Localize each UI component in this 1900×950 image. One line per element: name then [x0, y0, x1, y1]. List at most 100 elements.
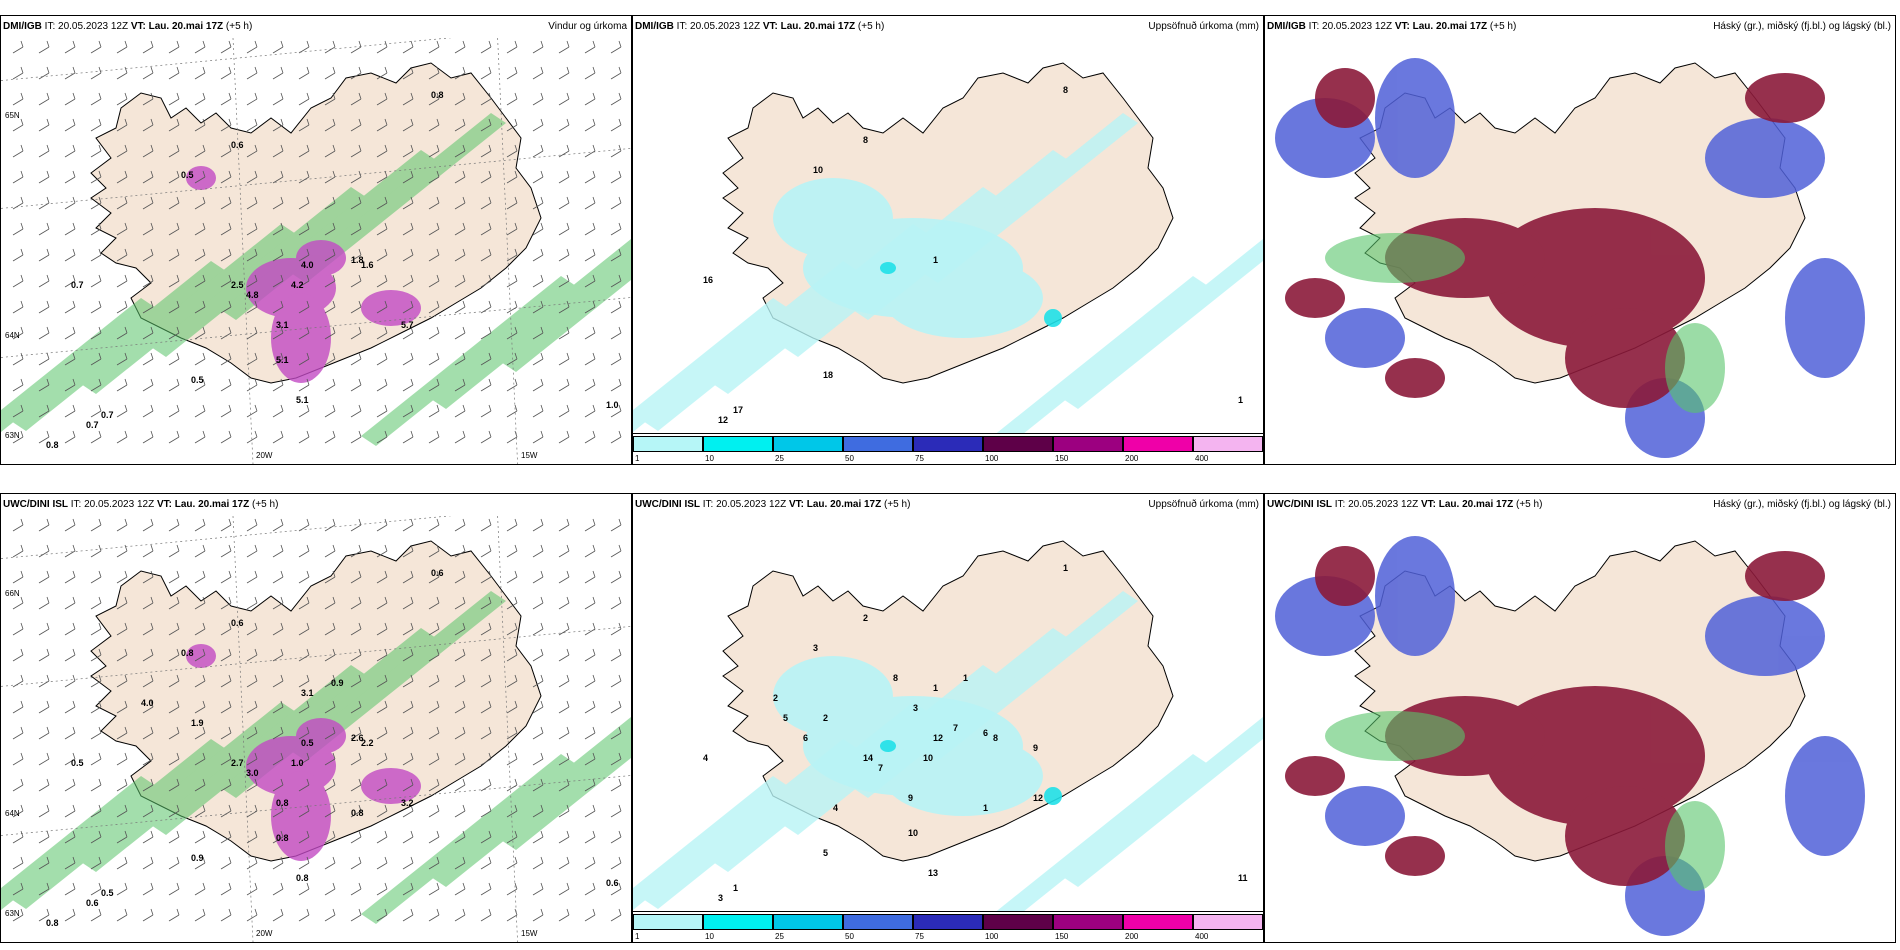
panel-title: Háský (gr.), miðský (fj.bl.) og lágský (… [1713, 499, 1891, 510]
model-name: UWC/DINI ISL [1267, 499, 1332, 510]
value-label: 2.2 [361, 738, 374, 748]
lead-time: (+5 h) [1489, 21, 1517, 32]
value-label: 0.6 [231, 140, 244, 150]
svg-text:63N: 63N [5, 909, 20, 918]
scale-tick: 200 [1125, 454, 1139, 463]
panel-header: UWC/DINI ISL IT: 20.05.2023 12Z VT: Lau.… [633, 494, 1263, 516]
value-label: 0.8 [276, 798, 289, 808]
it-label: IT: [44, 21, 56, 32]
value-label: 0.7 [86, 420, 99, 430]
scale-tick: 10 [705, 454, 714, 463]
svg-text:65N: 65N [5, 111, 20, 120]
color-scale: 1 10 25 50 75 100 150 200 400 [633, 911, 1263, 942]
value-label: 4.2 [291, 280, 304, 290]
value-label: 2 [773, 693, 778, 703]
value-label: 4.0 [141, 698, 154, 708]
vt-label: VT: [130, 21, 146, 32]
value-label: 13 [928, 868, 938, 878]
scale-swatch [1123, 914, 1193, 930]
valid-time: Lau. 20.mai 17Z [148, 21, 224, 32]
value-label: 3 [718, 893, 723, 903]
vt-label: VT: [1420, 499, 1436, 510]
value-label: 5.1 [276, 355, 289, 365]
value-labels: 0.8 0.6 0.5 0.7 0.5 0.7 0.8 0.7 1.0 4.0 4.2 3.1 5.1 5… [46, 90, 619, 450]
value-label: 6 [803, 733, 808, 743]
lead-time: (+5 h) [252, 499, 279, 510]
scale-tick: 25 [775, 932, 784, 941]
precip-cells [1275, 536, 1865, 936]
scale-swatch [983, 914, 1053, 930]
value-label: 1 [963, 673, 968, 683]
scale-tick: 25 [775, 454, 784, 463]
value-label: 0.6 [431, 568, 444, 578]
value-label: 0.8 [46, 440, 59, 450]
scale-tick: 400 [1195, 932, 1209, 941]
it-label: IT: [1334, 499, 1346, 510]
vt-label: VT: [762, 21, 778, 32]
value-label: 1.0 [291, 758, 304, 768]
value-label: 3.1 [276, 320, 289, 330]
precip-cells [773, 178, 1043, 338]
value-label: 12 [718, 415, 728, 425]
init-time: 20.05.2023 12Z [84, 499, 155, 510]
value-label: 7 [953, 723, 958, 733]
value-label: 1.8 [351, 255, 364, 265]
model-name: DMI/IGB [1267, 21, 1306, 32]
value-label: 0.7 [101, 410, 114, 420]
svg-text:20W: 20W [256, 929, 273, 938]
value-label: 11 [1238, 873, 1248, 883]
panel-title: Háský (gr.), miðský (fj.bl.) og lágský (… [1713, 21, 1891, 32]
precip-cells [880, 740, 1062, 805]
scale-swatch [843, 914, 913, 930]
lead-time: (+5 h) [225, 21, 253, 32]
cloud-cover-map [1265, 516, 1895, 942]
value-label: 0.8 [181, 648, 194, 658]
scale-tick: 200 [1125, 932, 1139, 941]
value-label: 14 [863, 753, 873, 763]
it-label: IT: [676, 21, 688, 32]
value-label: 0.8 [431, 90, 444, 100]
value-label: 1 [933, 683, 938, 693]
scale-tick: 1 [635, 932, 640, 941]
value-label: 17 [733, 405, 743, 415]
value-label: 0.5 [181, 170, 194, 180]
vt-label: VT: [1394, 21, 1410, 32]
value-label: 0.8 [46, 918, 59, 928]
accum-precip-map: 8810161812171711 [633, 38, 1263, 464]
wind-precip-map: 0.60.60.80.50.90.60.80.50.60.51.00.80.80… [1, 516, 631, 942]
panel-r1c1: DMI/IGB IT: 20.05.2023 12Z VT: Lau. 20.m… [0, 15, 632, 465]
precip-cells [1275, 58, 1865, 458]
value-label: 5.7 [401, 320, 414, 330]
value-label: 5.1 [296, 395, 309, 405]
model-name: UWC/DINI ISL [635, 499, 700, 510]
value-label: 1.0 [606, 400, 619, 410]
value-label: 0.5 [191, 375, 204, 385]
lead-time: (+5 h) [1516, 499, 1543, 510]
value-label: 3 [913, 703, 918, 713]
valid-time: Lau. 20.mai 17Z [1412, 21, 1488, 32]
scale-swatch [913, 914, 983, 930]
color-scale: 1 10 25 50 75 100 150 200 400 [633, 433, 1263, 464]
precip-cells [773, 656, 1043, 816]
value-label: 7 [878, 763, 883, 773]
init-time: 20.05.2023 12Z [1322, 21, 1393, 32]
vt-label: VT: [788, 499, 804, 510]
value-label: 0.6 [86, 898, 99, 908]
scale-swatch [843, 436, 913, 452]
valid-time: Lau. 20.mai 17Z [174, 499, 250, 510]
value-label: 18 [823, 370, 833, 380]
accum-precip-map: 12345321111210910131214768221113456789 [633, 516, 1263, 942]
graticule [1, 38, 631, 464]
value-label: 1 [983, 803, 988, 813]
valid-time: Lau. 20.mai 17Z [1438, 499, 1514, 510]
panel-title: Vindur og úrkoma [548, 21, 627, 32]
scale-tick: 50 [845, 932, 854, 941]
value-label: 10 [908, 828, 918, 838]
valid-time: Lau. 20.mai 17Z [780, 21, 856, 32]
value-label: 2 [823, 713, 828, 723]
value-label: 0.8 [351, 808, 364, 818]
precip-bands [1, 113, 631, 446]
axis-labels: 20W 15W 65N 64N 63N [5, 111, 538, 460]
panel-header: DMI/IGB IT: 20.05.2023 12Z VT: Lau. 20.m… [633, 16, 1263, 38]
value-label: 4.0 [301, 260, 314, 270]
